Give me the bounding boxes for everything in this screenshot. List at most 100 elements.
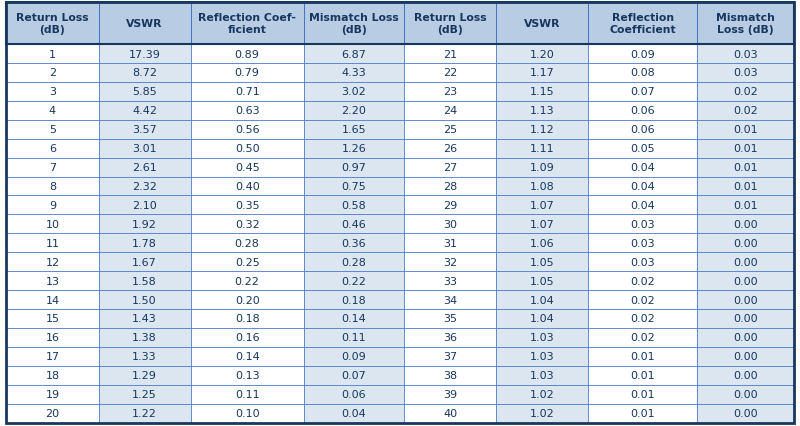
Text: 1.06: 1.06 <box>530 238 554 248</box>
Bar <box>698 253 794 271</box>
Text: 0.03: 0.03 <box>630 257 655 267</box>
Text: 0.04: 0.04 <box>630 181 655 192</box>
Bar <box>404 385 496 404</box>
Text: 18: 18 <box>46 370 59 380</box>
Bar <box>496 101 589 121</box>
Bar <box>496 347 589 366</box>
Text: 6: 6 <box>49 144 56 154</box>
Bar <box>589 196 698 215</box>
Bar <box>6 3 794 45</box>
Text: 8.72: 8.72 <box>132 68 157 78</box>
Bar <box>304 121 404 139</box>
Text: 1.17: 1.17 <box>530 68 554 78</box>
Text: 23: 23 <box>443 87 458 97</box>
Text: 0.06: 0.06 <box>630 125 655 135</box>
Bar <box>98 309 190 328</box>
Text: 0.14: 0.14 <box>342 314 366 324</box>
Bar <box>98 64 190 83</box>
Text: 17: 17 <box>46 351 59 362</box>
Text: 1.25: 1.25 <box>132 389 157 399</box>
Bar <box>304 271 404 291</box>
Text: 0.03: 0.03 <box>630 219 655 229</box>
Text: 0.07: 0.07 <box>342 370 366 380</box>
Bar <box>496 196 589 215</box>
Text: 24: 24 <box>443 106 458 116</box>
Text: 0.01: 0.01 <box>733 201 758 210</box>
Text: 0.10: 0.10 <box>235 408 259 418</box>
Text: 32: 32 <box>443 257 458 267</box>
Text: 0.02: 0.02 <box>733 87 758 97</box>
Text: 28: 28 <box>443 181 458 192</box>
Bar <box>98 196 190 215</box>
Text: 0.18: 0.18 <box>234 314 259 324</box>
Text: 1.05: 1.05 <box>530 257 554 267</box>
Text: 0.04: 0.04 <box>342 408 366 418</box>
Text: 0.04: 0.04 <box>630 163 655 173</box>
Text: 4: 4 <box>49 106 56 116</box>
Bar <box>698 3 794 45</box>
Bar <box>698 404 794 423</box>
Bar <box>496 385 589 404</box>
Text: 31: 31 <box>443 238 458 248</box>
Text: 1.02: 1.02 <box>530 408 554 418</box>
Bar <box>698 291 794 309</box>
Bar <box>6 309 98 328</box>
Text: 1.04: 1.04 <box>530 314 554 324</box>
Text: 0.46: 0.46 <box>342 219 366 229</box>
Bar <box>404 3 496 45</box>
Text: 0.00: 0.00 <box>733 219 758 229</box>
Text: 1.38: 1.38 <box>132 333 157 343</box>
Bar <box>190 45 304 64</box>
Bar <box>589 347 698 366</box>
Text: 1.29: 1.29 <box>132 370 157 380</box>
Bar <box>190 139 304 158</box>
Bar <box>6 139 98 158</box>
Text: 35: 35 <box>443 314 458 324</box>
Bar <box>496 83 589 101</box>
Bar <box>404 139 496 158</box>
Bar <box>98 271 190 291</box>
Bar <box>6 64 98 83</box>
Bar <box>6 215 98 234</box>
Text: 0.40: 0.40 <box>234 181 259 192</box>
Bar <box>589 309 698 328</box>
Bar <box>304 215 404 234</box>
Text: 25: 25 <box>443 125 458 135</box>
Bar <box>698 328 794 347</box>
Bar <box>496 271 589 291</box>
Bar <box>589 291 698 309</box>
Text: 0.09: 0.09 <box>630 49 655 59</box>
Text: 7: 7 <box>49 163 56 173</box>
Bar <box>6 347 98 366</box>
Bar <box>404 309 496 328</box>
Bar <box>6 83 98 101</box>
Text: 0.28: 0.28 <box>342 257 366 267</box>
Text: 0.00: 0.00 <box>733 389 758 399</box>
Text: 0.22: 0.22 <box>342 276 366 286</box>
Bar <box>404 83 496 101</box>
Text: 27: 27 <box>443 163 458 173</box>
Bar <box>190 234 304 253</box>
Bar <box>6 234 98 253</box>
Text: Mismatch
Loss (dB): Mismatch Loss (dB) <box>716 13 775 35</box>
Text: 1.78: 1.78 <box>132 238 157 248</box>
Bar <box>98 121 190 139</box>
Bar <box>304 3 404 45</box>
Bar <box>6 177 98 196</box>
Text: 0.00: 0.00 <box>733 276 758 286</box>
Text: 12: 12 <box>46 257 59 267</box>
Bar <box>496 366 589 385</box>
Bar <box>589 64 698 83</box>
Bar <box>496 215 589 234</box>
Text: 0.03: 0.03 <box>733 49 758 59</box>
Text: 0.11: 0.11 <box>235 389 259 399</box>
Bar <box>404 101 496 121</box>
Bar <box>6 366 98 385</box>
Bar <box>190 309 304 328</box>
Text: 3: 3 <box>49 87 56 97</box>
Bar <box>589 215 698 234</box>
Bar <box>304 253 404 271</box>
Text: 1.26: 1.26 <box>342 144 366 154</box>
Bar <box>698 139 794 158</box>
Text: 0.00: 0.00 <box>733 314 758 324</box>
